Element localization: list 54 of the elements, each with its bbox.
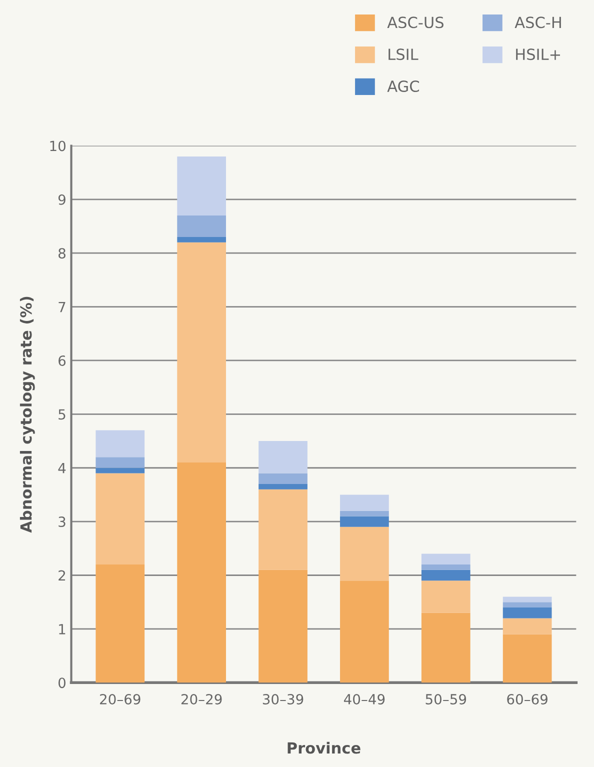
bar <box>177 216 226 238</box>
x-tick-label: 30–39 <box>262 694 304 704</box>
x-tick-label: 60–69 <box>507 694 548 704</box>
y-tick-label: 6 <box>58 355 66 366</box>
bar <box>96 564 145 683</box>
bar <box>421 612 470 683</box>
bar <box>421 564 470 570</box>
legend-label: AGC <box>387 80 419 92</box>
bar <box>502 618 552 634</box>
x-tick-label: 50–59 <box>426 694 466 704</box>
bar <box>96 468 145 474</box>
legend-label: HSIL+ <box>516 48 560 60</box>
bar <box>340 494 389 511</box>
bar <box>340 580 389 683</box>
x-tick-label: 20–69 <box>100 694 140 704</box>
y-tick-label: 3 <box>58 516 66 528</box>
bar <box>340 526 389 581</box>
bar <box>421 580 470 613</box>
y-tick-label: 7 <box>58 302 66 312</box>
y-tick-label: 5 <box>58 409 66 420</box>
y-tick-label: 1 <box>59 624 66 634</box>
y-tick-label: 2 <box>58 570 66 581</box>
y-tick-label: 10 <box>50 140 66 152</box>
x-tick-label: 40–49 <box>344 694 385 704</box>
bar <box>502 602 552 608</box>
bar <box>177 156 226 216</box>
bar <box>502 596 552 602</box>
y-tick-label: 4 <box>58 463 66 474</box>
y-tick-label: 0 <box>58 678 66 688</box>
legend-label: LSIL <box>388 48 418 60</box>
bar <box>96 473 145 565</box>
bar <box>96 457 145 468</box>
bar <box>421 554 470 565</box>
bar <box>258 570 308 683</box>
bar <box>421 570 470 581</box>
x-tick-label: 20–29 <box>181 694 222 704</box>
bar <box>258 473 308 484</box>
legend-label: ASC-US <box>387 16 444 28</box>
bar <box>258 489 308 570</box>
bar <box>96 430 145 458</box>
bar <box>340 510 389 516</box>
y-tick-label: 8 <box>58 248 66 259</box>
x-axis-title: Province <box>288 742 360 754</box>
y-tick-label: 9 <box>58 194 66 205</box>
bar <box>177 242 226 462</box>
bar <box>258 441 308 474</box>
bar <box>502 607 552 618</box>
bar <box>502 634 552 683</box>
bar <box>258 484 308 490</box>
bar <box>340 516 389 527</box>
bar <box>177 237 226 242</box>
y-axis-title: Abnormal cytology rate (%) <box>20 296 35 533</box>
bar <box>177 462 226 683</box>
legend-label: ASC-H <box>514 16 561 28</box>
